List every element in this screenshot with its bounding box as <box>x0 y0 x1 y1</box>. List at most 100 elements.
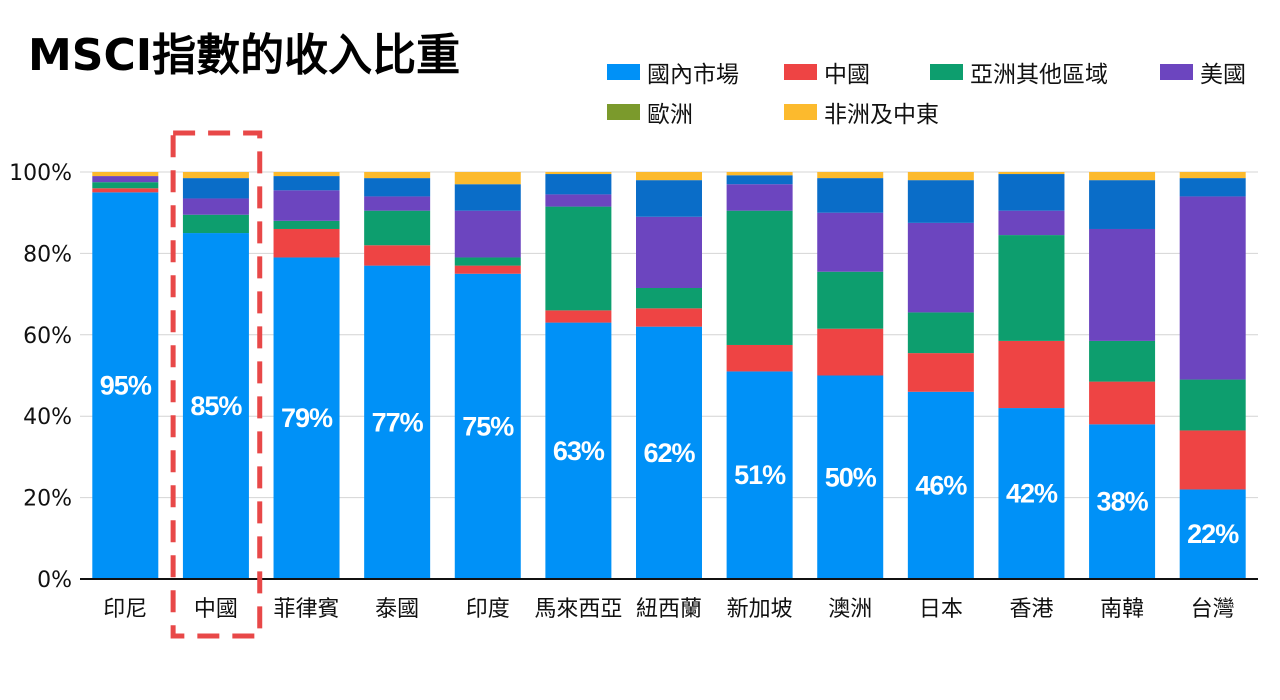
bar-segment <box>545 206 612 311</box>
bar-segment <box>1089 424 1156 579</box>
bar-segment <box>636 180 702 217</box>
bar-segment <box>907 312 974 354</box>
y-axis: 0% 20% 40% 60% 80% 100% <box>9 161 72 593</box>
bar-segment <box>273 172 340 177</box>
y-tick-label: 100% <box>9 161 72 186</box>
bar-segment <box>1179 178 1246 197</box>
data-label: 95% <box>100 371 152 401</box>
bar-segment <box>545 172 612 175</box>
x-tick-label: 香港 <box>1009 597 1053 622</box>
legend-label: 國內市場 <box>647 62 739 88</box>
bar-segment <box>545 310 612 323</box>
bar: 79% <box>273 172 340 579</box>
bar-segment <box>998 235 1065 341</box>
legend-swatch <box>784 104 817 120</box>
x-tick-label: 澳洲 <box>828 597 872 622</box>
bar: 46% <box>907 172 974 579</box>
bar-segment <box>817 212 884 272</box>
bar-segment <box>726 184 793 211</box>
bar-segment <box>726 175 793 185</box>
bar-segment <box>636 172 702 181</box>
legend-label: 美國 <box>1200 62 1246 88</box>
bar-segment <box>454 273 521 579</box>
bar-segment <box>998 408 1065 579</box>
legend-swatch <box>607 64 640 80</box>
bar-segment <box>998 174 1065 211</box>
bar-segment <box>364 172 431 179</box>
bar-segment <box>1179 379 1246 431</box>
bar-segment <box>1179 489 1246 579</box>
bar-segment <box>364 245 431 266</box>
bar-segment <box>726 210 793 345</box>
legend-item: 國內市場 <box>607 62 739 88</box>
bar-segment <box>545 174 612 195</box>
legend-label: 歐洲 <box>647 102 693 128</box>
bar-segment <box>817 328 884 376</box>
legend-item: 非洲及中東 <box>784 102 939 128</box>
bar: 42% <box>998 172 1065 579</box>
bar: 77% <box>364 172 431 579</box>
bar: 51% <box>726 172 793 579</box>
bar-segment <box>364 265 431 579</box>
bar-segment <box>636 308 702 327</box>
bar: 22% <box>1179 172 1246 579</box>
bar: 85% <box>182 172 249 580</box>
bar-segment <box>273 190 340 221</box>
bars: 95% 85% 79% 77% 75% 63% 62% 51% 50% 46% 42% 38% 22% <box>92 172 1246 580</box>
legend-item: 中國 <box>784 62 870 88</box>
bar: 50% <box>817 172 884 579</box>
bar-segment <box>364 196 431 211</box>
bar: 62% <box>636 172 702 579</box>
data-label: 51% <box>734 460 786 490</box>
bar-segment <box>726 344 793 372</box>
bar: 95% <box>92 172 159 579</box>
bar-segment <box>907 353 974 392</box>
legend-swatch <box>1160 64 1193 80</box>
bar-segment <box>1089 180 1156 229</box>
x-tick-label: 印度 <box>466 597 510 622</box>
y-tick-label: 40% <box>23 405 72 430</box>
bar-segment <box>1089 172 1156 181</box>
legend-label: 亞洲其他區域 <box>970 62 1108 88</box>
bar: 63% <box>545 172 612 579</box>
bar-segment <box>273 257 340 579</box>
bar-segment <box>182 178 249 199</box>
legend-item: 歐洲 <box>607 102 693 128</box>
bar-segment <box>726 371 793 579</box>
y-tick-label: 0% <box>37 568 72 593</box>
bar-segment <box>1089 381 1156 425</box>
x-tick-label: 日本 <box>919 597 963 622</box>
data-label: 77% <box>372 407 424 437</box>
highlight-box <box>170 130 263 639</box>
data-label: 79% <box>281 403 333 433</box>
bar-segment <box>454 172 521 185</box>
bar-segment <box>92 192 159 579</box>
data-label: 42% <box>1006 479 1058 509</box>
data-label: 22% <box>1187 519 1239 549</box>
highlight <box>170 130 263 639</box>
bar-segment <box>545 322 612 579</box>
bar-segment <box>364 178 431 197</box>
bar-segment <box>817 178 884 213</box>
data-label: 50% <box>825 462 877 492</box>
legend-item: 美國 <box>1160 62 1246 88</box>
bar-segment <box>1179 430 1246 490</box>
x-tick-label: 中國 <box>194 597 238 622</box>
bar-segment <box>907 222 974 313</box>
bar-segment <box>726 172 793 176</box>
bar-segment <box>92 176 159 183</box>
x-tick-label: 泰國 <box>375 597 419 622</box>
bar-segment <box>273 176 340 191</box>
data-label: 46% <box>915 470 967 500</box>
bar-segment <box>1179 196 1246 380</box>
bar-segment <box>907 391 974 579</box>
legend-label: 非洲及中東 <box>824 102 939 128</box>
bar-segment <box>998 172 1065 175</box>
y-tick-label: 80% <box>23 242 72 267</box>
legend-label: 中國 <box>824 62 870 88</box>
bar-segment <box>636 216 702 288</box>
bar-segment <box>273 228 340 258</box>
legend-swatch <box>784 64 817 80</box>
bar-segment <box>92 188 159 193</box>
